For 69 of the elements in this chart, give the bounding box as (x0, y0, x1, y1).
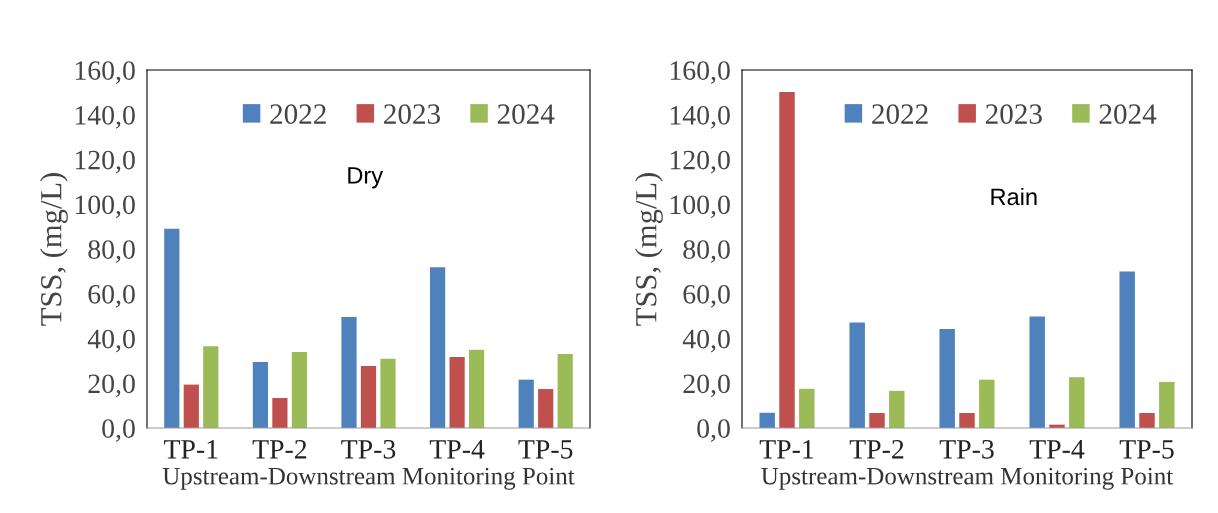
y-tick-label: 140,0 (670, 105, 730, 129)
bar (538, 389, 554, 428)
bar (1069, 377, 1085, 428)
legend-label: 2024 (1099, 104, 1157, 124)
x-tick-label: TP-5 (1119, 440, 1174, 459)
y-tick-label: 140,0 (75, 105, 135, 129)
bar (557, 353, 573, 428)
bar (1119, 271, 1135, 428)
bar (380, 358, 396, 428)
bar (939, 328, 955, 428)
y-tick-label: 80,0 (88, 240, 135, 263)
bar (291, 351, 307, 428)
x-axis-title: Upstream-Downstream Monitoring Point (761, 467, 1174, 490)
legend-label: 2023 (384, 104, 440, 124)
y-tick-label: 0,0 (697, 419, 730, 442)
bar (1139, 413, 1155, 428)
bar (360, 366, 377, 428)
y-tick-label: 40,0 (87, 329, 135, 353)
x-tick-label: TP-5 (518, 440, 573, 459)
bar (759, 412, 775, 428)
x-tick-label: TP-3 (939, 439, 994, 459)
bar (183, 384, 199, 428)
y-tick-label: 20,0 (683, 374, 730, 398)
y-tick-label: 80,0 (683, 240, 730, 263)
annotation: Rain (991, 187, 1037, 206)
y-axis-title: TSS, (mg/L) (40, 173, 68, 326)
y-tick-label: 160,0 (75, 61, 135, 84)
bar (959, 413, 975, 428)
x-tick-label: TP-1 (164, 440, 218, 459)
legend-label: 2022 (270, 104, 326, 124)
y-tick-label: 120,0 (670, 150, 730, 174)
y-tick-label: 160,0 (670, 61, 730, 84)
bar (203, 346, 219, 428)
y-tick-label: 100,0 (75, 195, 135, 219)
x-tick-label: TP-4 (429, 440, 485, 459)
x-tick-label: TP-1 (759, 440, 814, 459)
y-tick-label: 60,0 (88, 284, 135, 308)
y-axis-title: TSS, (mg/L) (635, 173, 663, 326)
bar (1029, 316, 1045, 428)
y-tick-label: 100,0 (670, 195, 730, 219)
bar (164, 228, 180, 428)
x-axis-title: Upstream-Downstream Monitoring Point (162, 467, 575, 490)
y-tick-label: 20,0 (88, 374, 135, 398)
bar (430, 267, 446, 428)
bar (849, 322, 865, 428)
y-tick-label: 120,0 (75, 150, 135, 174)
bar (252, 361, 269, 428)
bar (799, 388, 815, 428)
bar (979, 379, 995, 428)
legend-label: 2023 (985, 104, 1042, 124)
legend-label: 2024 (497, 104, 555, 124)
x-tick-label: TP-2 (849, 439, 904, 459)
bar (449, 357, 465, 428)
bar (1159, 381, 1175, 428)
y-tick-label: 0,0 (102, 419, 135, 442)
x-tick-label: TP-3 (341, 439, 396, 459)
bar (518, 379, 534, 428)
y-tick-label: 40,0 (682, 329, 730, 353)
bar (468, 349, 485, 428)
x-tick-label: TP-2 (252, 439, 307, 459)
x-tick-label: TP-4 (1029, 440, 1085, 459)
legend-label: 2022 (872, 104, 928, 124)
y-tick-label: 60,0 (683, 284, 730, 308)
bar (272, 398, 288, 428)
bar (341, 317, 357, 428)
bar (889, 390, 905, 428)
annotation: Dry (348, 167, 384, 189)
bar (869, 413, 885, 428)
bar (779, 91, 795, 428)
